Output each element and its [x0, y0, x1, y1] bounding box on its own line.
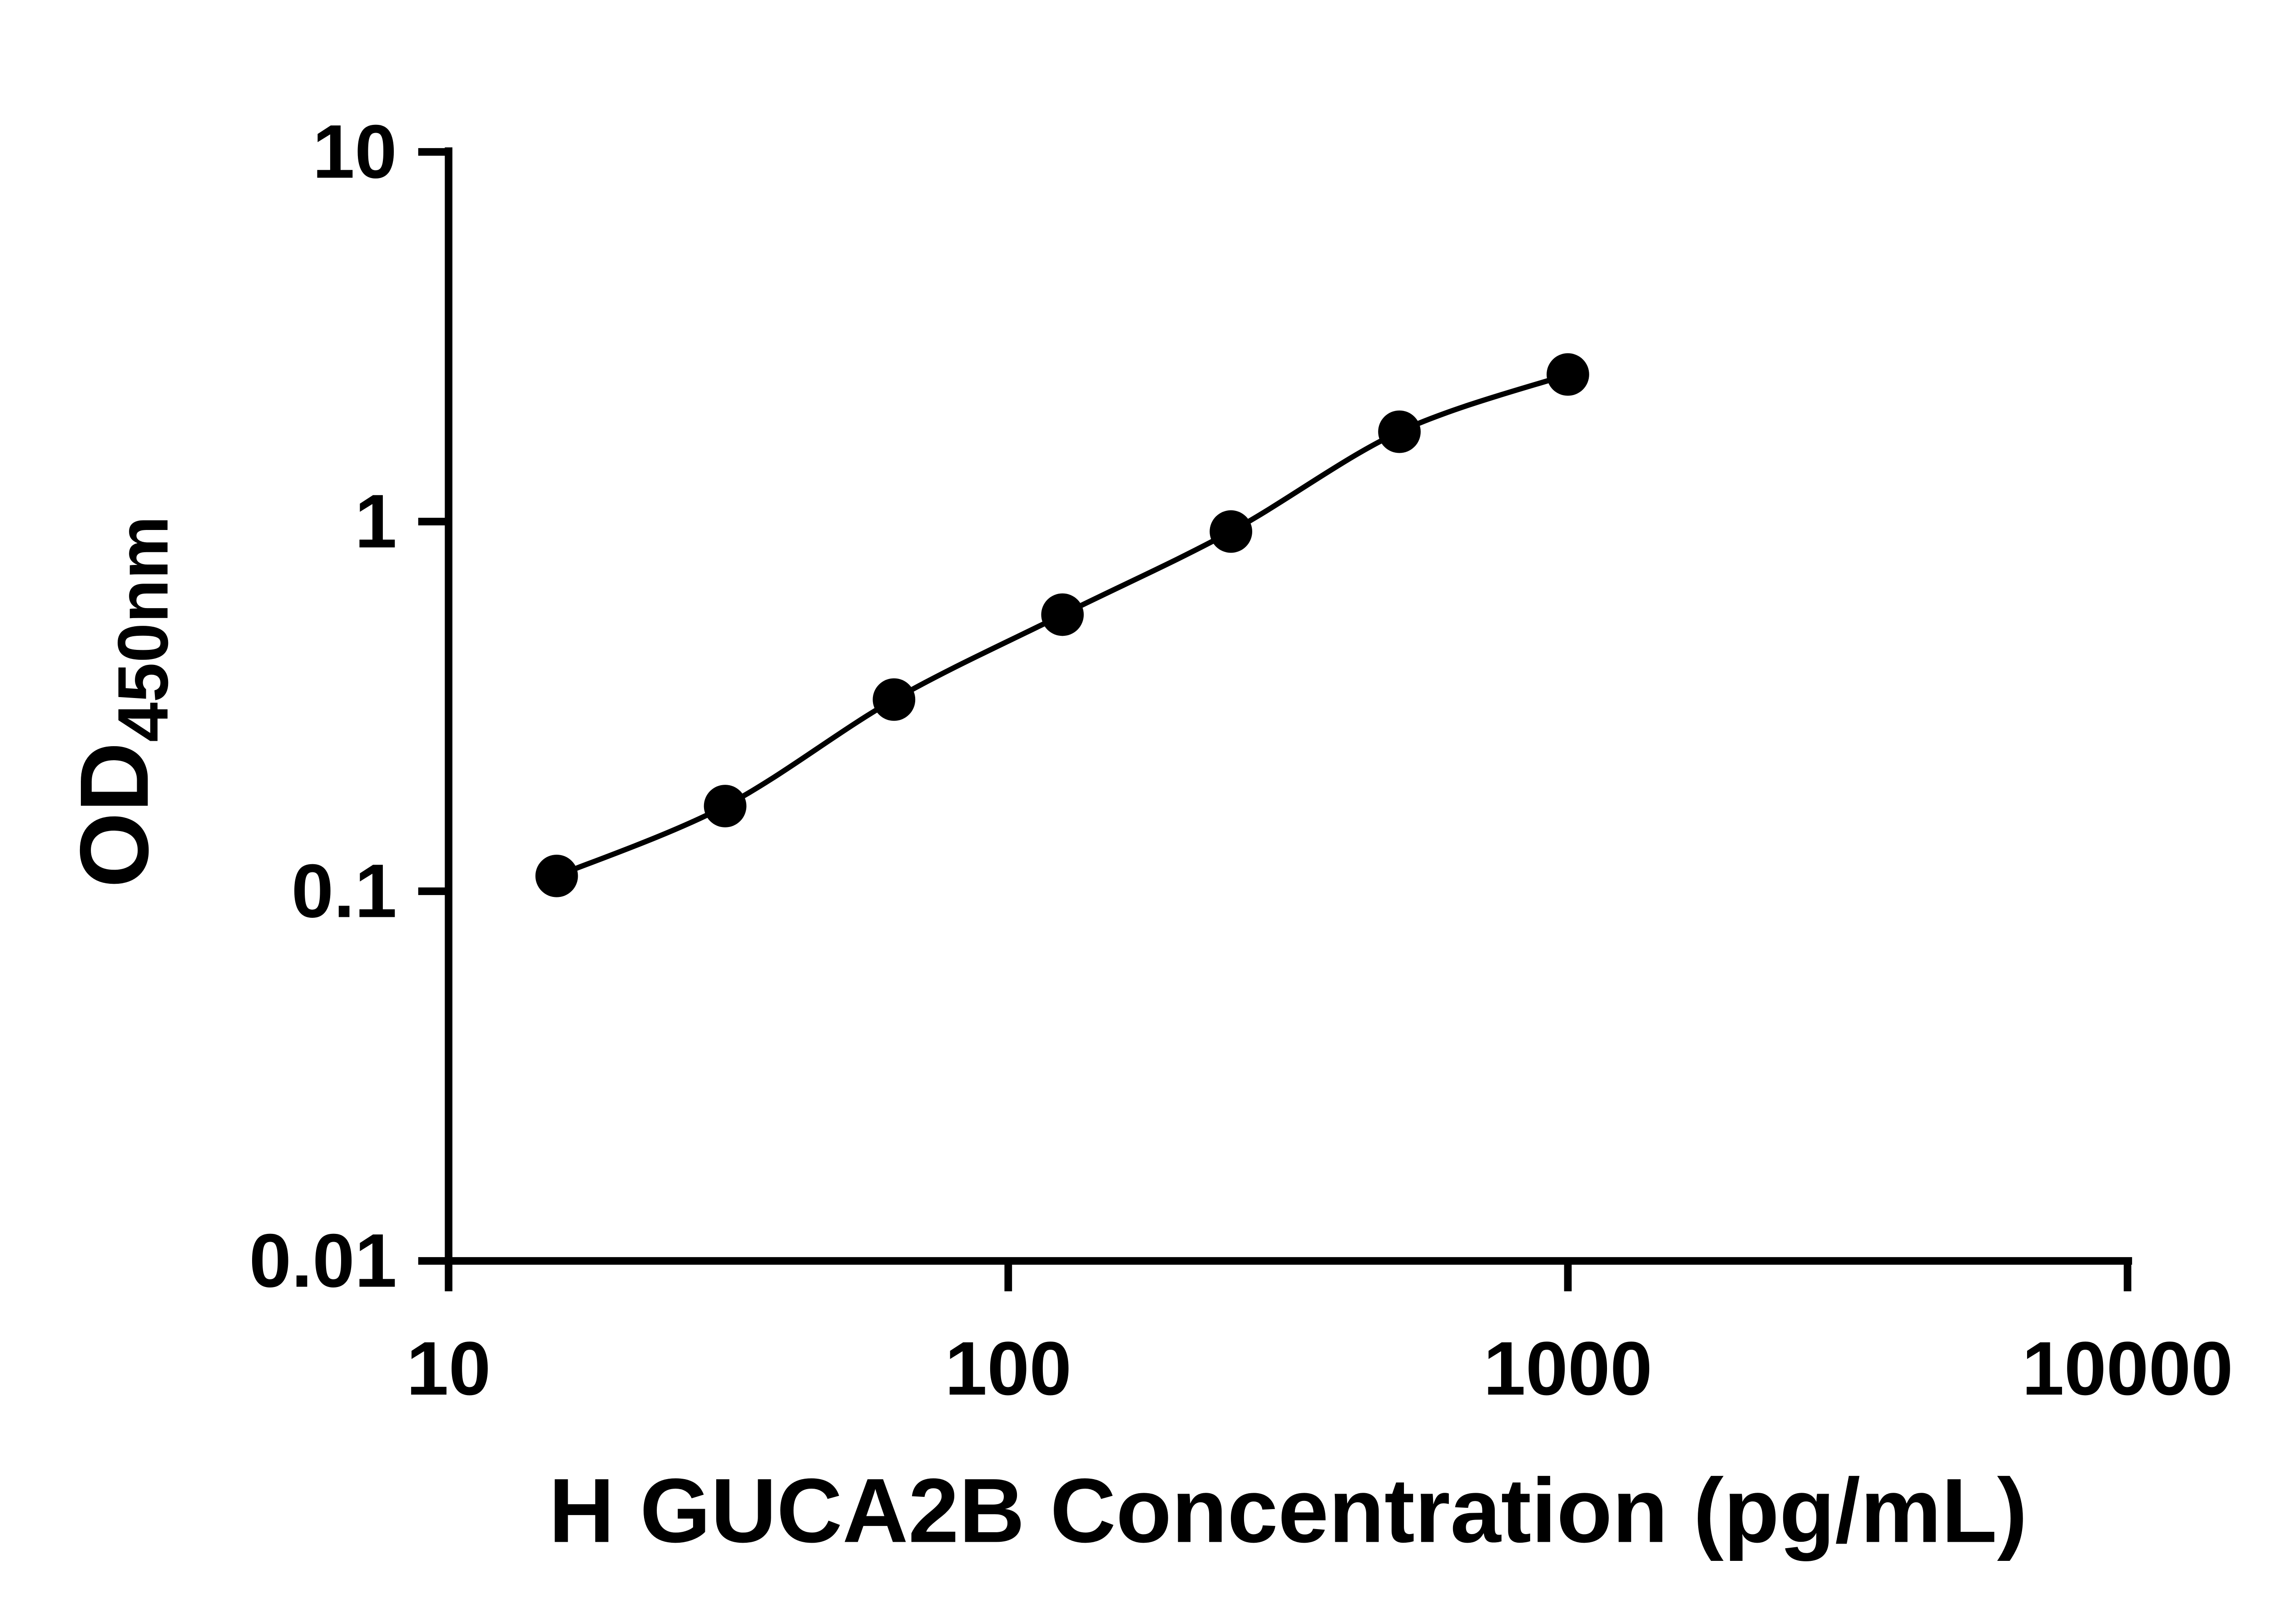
- x-tick-label: 10: [407, 1327, 491, 1411]
- data-point: [1041, 593, 1084, 636]
- y-tick-label: 10: [312, 109, 397, 194]
- data-point: [1210, 510, 1252, 553]
- x-tick-label: 100: [945, 1327, 1071, 1411]
- y-axis-title: OD450nm: [60, 516, 183, 888]
- y-tick-label: 0.01: [249, 1218, 397, 1303]
- y-tick-label: 0.1: [291, 849, 397, 933]
- data-point: [1547, 353, 1589, 396]
- y-tick-label: 1: [355, 479, 397, 564]
- data-point: [704, 785, 747, 827]
- y-axis-title-main: OD: [60, 742, 169, 888]
- y-axis-title-subscript: 450nm: [104, 516, 183, 742]
- data-point: [535, 854, 578, 897]
- data-point: [1378, 410, 1421, 453]
- x-axis-title: H GUCA2B Concentration (pg/mL): [549, 1459, 2028, 1561]
- x-tick-label: 1000: [1483, 1327, 1652, 1411]
- data-point: [873, 678, 916, 721]
- x-tick-label: 10000: [2022, 1327, 2233, 1411]
